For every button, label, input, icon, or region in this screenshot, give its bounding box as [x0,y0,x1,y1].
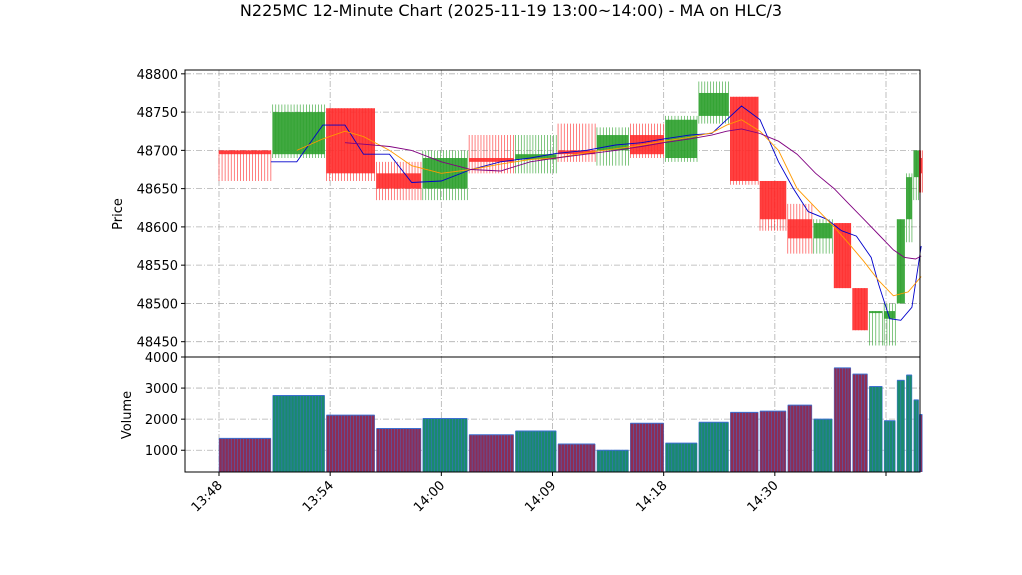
candle-body [698,92,729,116]
price-tick-label: 48500 [137,297,178,312]
price-tick-label: 48650 [137,183,178,198]
candle-body [272,112,325,155]
volume-bar [422,418,468,472]
candle-body [376,173,421,189]
volume-bar [219,438,271,472]
x-tick-label: 14:30 [745,478,782,515]
volume-tick-label: 2000 [145,413,178,428]
candle-body [919,158,923,174]
candle-body [730,96,759,181]
candle-body [558,150,596,155]
chart-title: N225MC 12-Minute Chart (2025-11-19 13:00… [240,1,782,20]
x-tick-label: 14:18 [633,478,670,515]
candle-body [834,223,851,289]
price-tick-label: 48800 [137,68,178,83]
x-tick-label: 14:09 [522,478,559,515]
candle-body [219,150,271,155]
volume-bar [272,395,325,472]
price-tick-label: 48600 [137,221,178,236]
candle-body [897,219,905,304]
moving-average-line [270,105,922,321]
price-tick-label: 48450 [137,336,178,351]
candle-body [906,177,912,220]
price-tick-label: 48550 [137,259,178,274]
price-y-ticks: 48450 48500 48550 48600 48650 48700 48750 48800 [137,68,185,351]
x-ticks: 13:48 13:54 14:00 14:09 14:18 14:30 [189,472,887,515]
candle-body [596,135,629,151]
candle-body [469,158,514,162]
price-tick-label: 48750 [137,106,178,121]
volume-panel: 1000 2000 3000 4000 Volume [120,351,923,473]
moving-average-line [344,128,922,260]
volume-y-ticks: 1000 2000 3000 4000 [145,351,185,459]
candle-body [760,180,786,220]
volume-tick-label: 4000 [145,351,178,366]
candle-body [913,150,919,178]
volume-axis-label: Volume [120,391,135,439]
volume-bar [630,423,664,472]
moving-averages [270,105,922,321]
candle-body [869,311,883,314]
volume-bar [376,428,421,472]
candle-body [852,288,868,331]
moving-average-line [296,119,922,297]
candle-body [787,219,812,239]
volume-bar [469,434,514,472]
price-candles [218,81,923,346]
candle-body [813,223,833,239]
volume-tick-label: 1000 [145,444,178,459]
candle-body [326,108,375,174]
x-tick-label: 14:00 [411,478,448,515]
volume-bar [760,411,786,472]
price-panel: 48450 48500 48550 48600 48650 48700 48750 48800… [111,68,923,358]
x-tick-label: 13:48 [189,478,226,515]
volume-tick-label: 3000 [145,382,178,397]
volume-bars [218,367,923,472]
volume-bar [730,412,759,472]
candle-body [884,311,896,319]
x-tick-label: 13:54 [300,478,337,515]
price-tick-label: 48700 [137,144,178,159]
price-axis-label: Price [111,198,126,230]
volume-bar [852,374,868,472]
candle-body [630,135,664,155]
